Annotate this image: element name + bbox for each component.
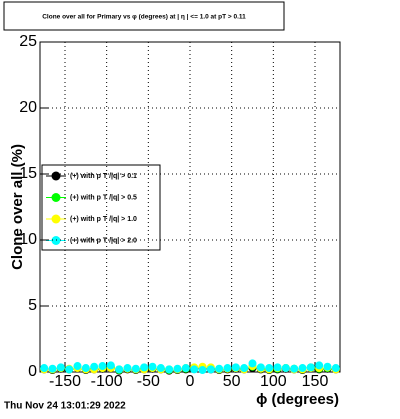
data-point	[240, 364, 249, 373]
data-point	[90, 362, 99, 371]
data-point	[115, 365, 124, 374]
x-tick-label: -100	[91, 373, 123, 390]
data-point	[173, 364, 182, 373]
x-axis-label: ϕ (degrees)	[256, 391, 339, 408]
data-point	[98, 362, 107, 371]
y-axis-label: Clone over all (%)	[9, 144, 26, 270]
y-tick-label: 5	[28, 297, 37, 314]
data-point	[323, 362, 332, 371]
data-point	[331, 364, 340, 373]
legend-box	[41, 164, 161, 251]
data-point	[156, 364, 165, 373]
x-tick-label: 150	[302, 373, 329, 390]
data-point	[140, 363, 149, 372]
data-point	[215, 364, 224, 373]
legend-marker	[51, 214, 61, 224]
y-tick-label: 10	[19, 231, 37, 248]
x-tick-label: 0	[186, 373, 195, 390]
data-point	[281, 364, 290, 373]
y-tick-label: 20	[19, 99, 37, 116]
legend-marker	[51, 193, 61, 202]
data-point	[81, 364, 90, 373]
data-point	[265, 364, 274, 373]
data-point	[40, 364, 49, 373]
data-point	[190, 365, 199, 374]
title-box	[3, 1, 285, 31]
y-tick-label: 25	[19, 33, 37, 50]
data-point	[198, 366, 207, 375]
data-point	[165, 365, 174, 374]
data-point	[273, 363, 282, 372]
data-point	[48, 364, 57, 373]
legend-marker	[51, 171, 61, 181]
data-point	[123, 364, 132, 373]
data-point	[256, 363, 265, 372]
legend-label: (+) with p T /|q| > 1.0	[70, 216, 137, 223]
chart-title: Clone over all for Primary vs φ (degrees…	[42, 14, 246, 21]
x-tick-label: -150	[49, 373, 81, 390]
legend: (+) with p T /|q| > 0.1 (+) with p T /|q|…	[41, 164, 161, 251]
data-point	[73, 362, 82, 371]
data-point	[131, 364, 140, 373]
x-tick-label: 50	[223, 373, 241, 390]
y-tick-label: 0	[28, 363, 37, 380]
data-point	[231, 363, 240, 372]
data-point	[181, 364, 190, 373]
data-point	[106, 361, 115, 370]
data-point	[206, 365, 215, 374]
data-point	[248, 359, 257, 368]
x-tick-label: -50	[137, 373, 160, 390]
data-point	[148, 362, 157, 371]
x-tick-label: 100	[260, 373, 287, 390]
data-point	[56, 363, 65, 372]
data-point	[65, 365, 74, 374]
data-point	[298, 364, 307, 373]
data-point	[223, 364, 232, 373]
data-point	[306, 363, 315, 372]
data-point	[290, 364, 299, 373]
legend-label: (+) with p T /|q| > 0.5	[70, 194, 137, 201]
legend-label: (+) with p T /|q| > 0.1	[70, 173, 137, 180]
footer-date: Thu Nov 24 13:01:29 2022	[4, 401, 126, 412]
y-tick-label: 15	[19, 165, 37, 182]
data-point	[315, 361, 324, 370]
legend-label: (+) with p T /|q| > 2.0	[70, 237, 137, 244]
